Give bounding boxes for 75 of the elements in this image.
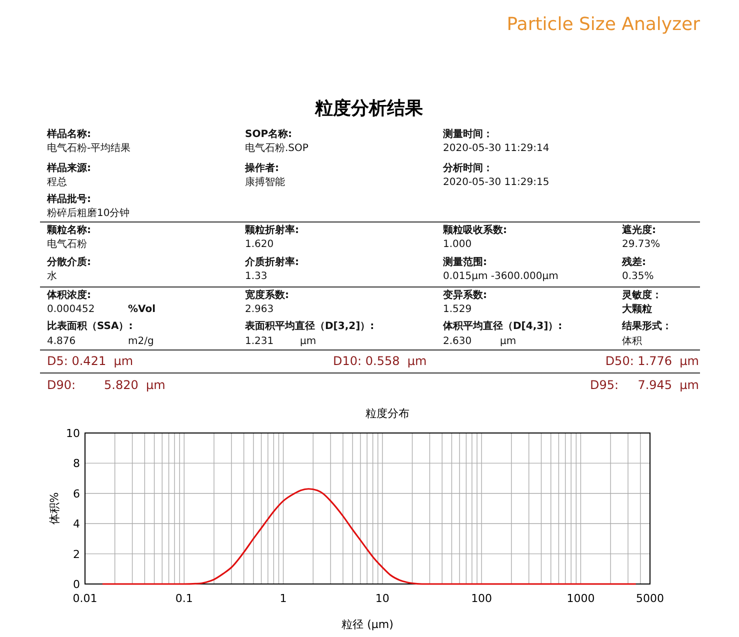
text: 水: [47, 270, 57, 282]
text: 体积平均直径（D[4,3]）:: [442, 320, 562, 332]
y-tick-label: 0: [73, 578, 80, 591]
text: 颗粒折射率:: [244, 224, 299, 236]
text: 1.620: [245, 239, 274, 250]
text: 操作者:: [244, 162, 279, 174]
text: D5: 0.421 μm: [47, 354, 134, 368]
text: 5.820 μm: [104, 378, 166, 392]
text: D90:: [47, 378, 76, 392]
text: 粒度分析结果: [314, 98, 424, 119]
text: 29.73%: [622, 239, 660, 250]
text: 4.876: [47, 336, 76, 347]
text: 0.35%: [622, 271, 654, 282]
text: 电气石粉: [47, 238, 87, 250]
text: 2020-05-30 11:29:15: [443, 177, 550, 188]
text: 康搏智能: [245, 176, 285, 188]
text: 1.231: [245, 336, 274, 347]
text: 7.945 μm: [638, 378, 699, 392]
text: %Vol: [128, 304, 156, 315]
y-tick-label: 10: [66, 427, 80, 440]
text: 表面积平均直径（D[3,2]）:: [244, 320, 374, 332]
text: 2.963: [245, 304, 274, 315]
text: 宽度系数:: [245, 289, 289, 301]
text: 体积: [622, 335, 642, 347]
text: 变异系数:: [442, 289, 487, 301]
text: 0.015μm -3600.000μm: [443, 271, 558, 282]
text: D95:: [590, 378, 619, 392]
x-tick-label: 100: [471, 592, 492, 605]
text: 0.000452: [47, 304, 95, 315]
text: 颗粒名称:: [46, 224, 91, 236]
text: 粉碎后粗磨10分钟: [47, 207, 130, 219]
y-tick-label: 2: [73, 548, 80, 561]
x-tick-label: 0.01: [72, 592, 98, 605]
text: D10: 0.558 μm: [333, 354, 427, 368]
text: 程总: [47, 176, 67, 188]
text: Particle Size Analyzer: [506, 14, 701, 35]
y-tick-label: 8: [73, 457, 80, 470]
x-tick-label: 0.1: [175, 592, 193, 605]
text: 电气石粉.SOP: [245, 142, 308, 154]
text: D50: 1.776 μm: [605, 354, 699, 368]
text: 颗粒吸收系数:: [442, 224, 507, 236]
text: μm: [500, 336, 516, 347]
text: 残差:: [621, 256, 646, 268]
text: m2/g: [128, 336, 154, 347]
text: μm: [300, 336, 316, 347]
y-axis-title: 体积%: [48, 492, 61, 525]
x-tick-label: 1000: [566, 592, 595, 605]
text: 电气石粉-平均结果: [47, 142, 131, 154]
text: 样品批号:: [46, 193, 91, 205]
text: 2.630: [443, 336, 472, 347]
text: 灵敏度：: [621, 289, 662, 301]
x-tick-label: 5000: [636, 592, 664, 605]
text: 介质折射率:: [244, 256, 299, 268]
y-tick-label: 6: [73, 487, 80, 500]
text: 体积浓度:: [46, 289, 91, 301]
text: 样品来源:: [46, 162, 91, 174]
text: 比表面积（SSA）:: [47, 320, 133, 332]
text: 结果形式：: [621, 320, 672, 332]
text: 1.33: [245, 271, 268, 282]
chart-title: 粒度分布: [366, 407, 410, 420]
text: 样品名称:: [46, 128, 91, 140]
text: 1.000: [443, 239, 472, 250]
text: 1.529: [443, 304, 472, 315]
text: 2020-05-30 11:29:14: [443, 143, 550, 154]
y-tick-label: 4: [73, 518, 80, 531]
text: SOP名称:: [245, 128, 292, 140]
text: 分散介质:: [46, 256, 91, 268]
text: 测量范围:: [442, 256, 487, 268]
text: 分析时间：: [442, 162, 493, 174]
x-tick-label: 10: [375, 592, 390, 605]
x-axis-title: 粒径 (μm): [342, 618, 394, 631]
text: 遮光度:: [621, 224, 656, 236]
text: 大颗粒: [621, 303, 652, 315]
x-tick-label: 1: [280, 592, 287, 605]
text: 测量时间：: [442, 128, 493, 140]
